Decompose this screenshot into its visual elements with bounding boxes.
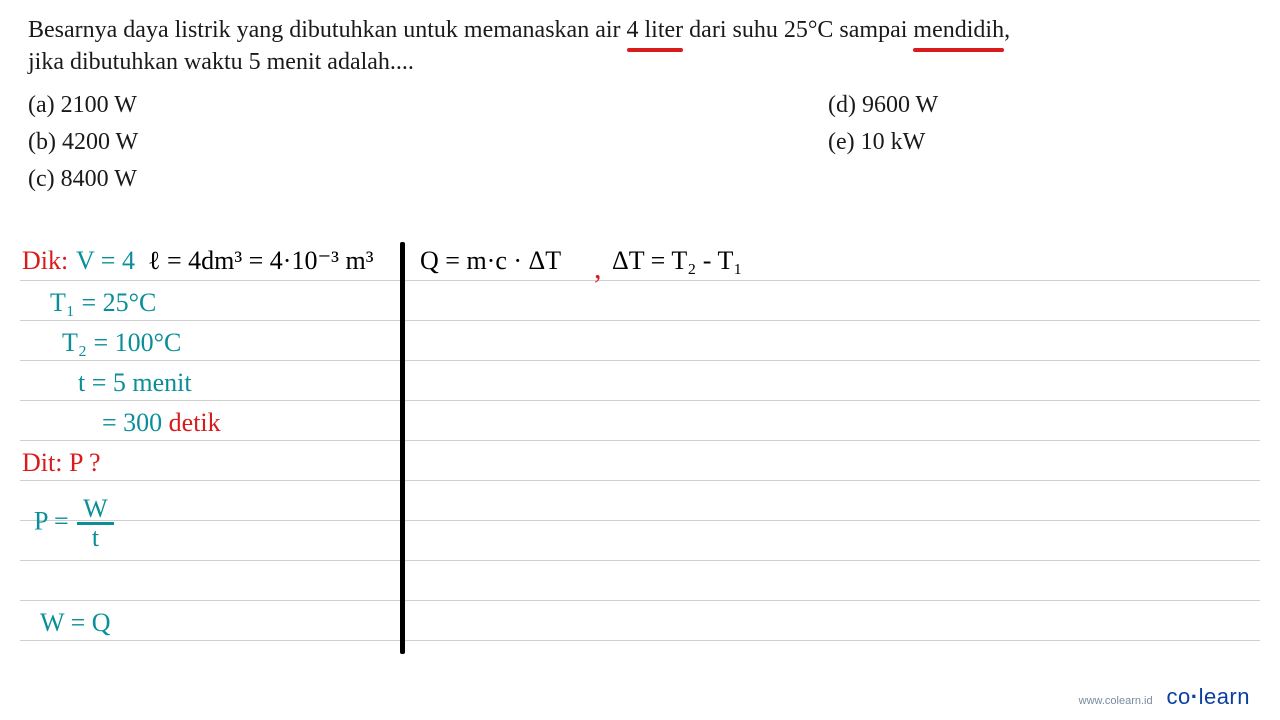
ruled-lines [20,246,1260,680]
q-line1-post: , [1004,17,1010,43]
t1-value: T₁ = 25°C [50,290,156,316]
time-sec-num: = 300 [102,408,169,437]
option-a: (a) 2100 W [28,92,528,119]
handwriting-area: Dik: V = 4 ℓ = 4dm³ = 4·10⁻³ m³ Q = m·c … [20,246,1260,680]
comma-sep: , [594,254,602,284]
question-text: Besarnya daya listrik yang dibutuhkan un… [28,14,1252,79]
p-eq-numerator: W [77,496,114,525]
q-line2: jika dibutuhkan waktu 5 menit adalah.... [28,49,414,75]
option-e: (e) 10 kW [828,129,1088,156]
dik-liter-conv: ℓ = 4dm³ = 4·10⁻³ m³ [148,248,374,274]
brand-pre: co [1167,684,1191,709]
p-equation: P = W t [34,496,114,551]
dik-label: Dik: [22,248,68,274]
time-seconds: = 300 detik [102,410,221,436]
brand-post: learn [1199,684,1250,709]
w-equation: W = Q [40,610,111,636]
footer-brand: www.colearn.id co·learn [1079,684,1250,710]
dit-label: Dit: P ? [22,450,100,476]
t2-value: T₂ = 100°C [62,330,181,356]
option-b: (b) 4200 W [28,129,528,156]
vertical-divider [400,242,405,654]
dik-volume: V = 4 [76,248,135,274]
p-eq-denominator: t [77,525,114,551]
options-block: (a) 2100 W (d) 9600 W (b) 4200 W (e) 10 … [28,92,1252,203]
q-line1-pre: Besarnya daya listrik yang dibutuhkan un… [28,17,627,43]
p-eq-lhs: P = [34,506,69,535]
brand-dot: · [1191,684,1199,709]
footer-url: www.colearn.id [1079,695,1153,707]
q-line1-mid: dari suhu 25°C sampai [683,17,913,43]
option-d: (d) 9600 W [828,92,1088,119]
option-c: (c) 8400 W [28,166,528,193]
q-equation: Q = m·c · ΔT [420,248,561,274]
time-sec-word: detik [169,408,221,437]
dik-v-text: V = 4 [76,246,135,275]
q-underline-4liter: 4 liter [627,14,684,46]
q-underline-mendidih: mendidih [913,14,1004,46]
deltaT-equation: ΔT = T₂ - T₁ [612,248,742,274]
time-minutes: t = 5 menit [78,370,192,396]
